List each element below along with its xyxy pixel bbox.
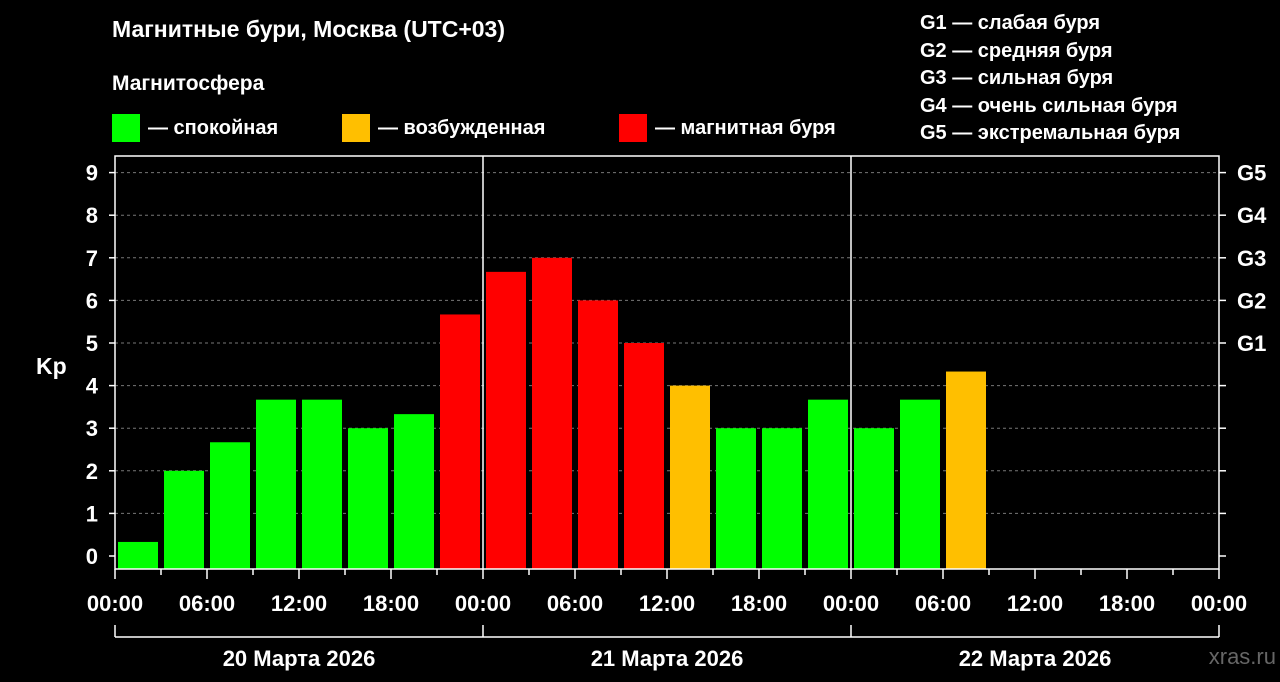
y-tick-label: 3 — [86, 416, 98, 441]
legend-swatch-calm — [112, 114, 140, 142]
x-tick-label: 18:00 — [731, 591, 787, 616]
kp-bar — [578, 300, 618, 569]
legend-heading: Магнитосфера — [112, 72, 265, 95]
legend-label-active: — возбужденная — [378, 116, 546, 139]
kp-bar — [118, 541, 158, 569]
kp-bar — [624, 343, 664, 569]
g-level-label: G3 — [1237, 246, 1266, 271]
y-tick-label: 2 — [86, 459, 98, 484]
kp-bar — [716, 428, 756, 569]
y-tick-label: 7 — [86, 246, 98, 271]
x-tick-label: 12:00 — [271, 591, 327, 616]
x-tick-label: 06:00 — [179, 591, 235, 616]
kp-bar — [532, 257, 572, 569]
x-tick-label: 00:00 — [455, 591, 511, 616]
x-tick-label: 18:00 — [1099, 591, 1155, 616]
g-legend-g1: G1 — слабая буря — [920, 12, 1101, 34]
kp-bar — [394, 414, 434, 569]
y-tick-label: 8 — [86, 203, 98, 228]
x-tick-label: 06:00 — [547, 591, 603, 616]
y-tick-label: 5 — [86, 331, 98, 356]
kp-bar — [440, 314, 480, 569]
g-level-label: G1 — [1237, 331, 1266, 356]
day-label: 20 Марта 2026 — [223, 646, 376, 671]
kp-bar — [808, 399, 848, 569]
legend-item-active: — возбужденная — [342, 114, 545, 142]
kp-bar — [670, 385, 710, 569]
y-tick-label: 9 — [86, 161, 98, 186]
kp-bar — [762, 428, 802, 569]
g-level-label: G2 — [1237, 288, 1266, 313]
day-label: 21 Марта 2026 — [591, 646, 744, 671]
x-tick-label: 00:00 — [87, 591, 143, 616]
g-level-label: G4 — [1237, 203, 1267, 228]
kp-bar — [900, 399, 940, 569]
x-tick-label: 18:00 — [363, 591, 419, 616]
legend-label-calm: — спокойная — [148, 116, 279, 139]
x-tick-label: 06:00 — [915, 591, 971, 616]
day-label: 22 Марта 2026 — [959, 646, 1112, 671]
kp-bar — [256, 399, 296, 569]
legend-label-storm: — магнитная буря — [655, 116, 836, 139]
y-axis-label: Kp — [36, 353, 67, 379]
x-tick-label: 12:00 — [639, 591, 695, 616]
y-tick-label: 0 — [86, 544, 98, 569]
kp-bar — [486, 271, 526, 569]
legend-item-storm: — магнитная буря — [619, 114, 836, 142]
x-tick-label: 12:00 — [1007, 591, 1063, 616]
g-legend-g2: G2 — средняя буря — [920, 39, 1113, 62]
g-scale-legend: G1 — слабая буря G2 — средняя буря G3 — … — [920, 10, 1180, 148]
g-level-label: G5 — [1237, 161, 1266, 186]
kp-bar — [854, 428, 894, 569]
kp-bar — [946, 371, 986, 569]
g-legend-g5: G5 — экстремальная буря — [920, 122, 1181, 144]
watermark: xras.ru — [1208, 644, 1276, 669]
kp-bar — [302, 399, 342, 569]
g-legend-g3: G3 — сильная буря — [920, 67, 1114, 89]
legend-swatch-active — [342, 114, 370, 142]
y-tick-label: 4 — [86, 374, 99, 399]
x-tick-label: 00:00 — [823, 591, 879, 616]
kp-bar — [210, 442, 250, 569]
legend-swatch-storm — [619, 114, 647, 142]
kp-bar — [164, 470, 204, 569]
legend-item-calm: — спокойная — [112, 114, 278, 142]
x-tick-label: 00:00 — [1191, 591, 1247, 616]
y-tick-label: 6 — [86, 288, 98, 313]
kp-bar — [348, 428, 388, 569]
y-tick-label: 1 — [86, 501, 98, 526]
g-legend-g4: G4 — очень сильная буря — [920, 94, 1178, 117]
chart-title: Магнитные бури, Москва (UTC+03) — [112, 16, 506, 42]
